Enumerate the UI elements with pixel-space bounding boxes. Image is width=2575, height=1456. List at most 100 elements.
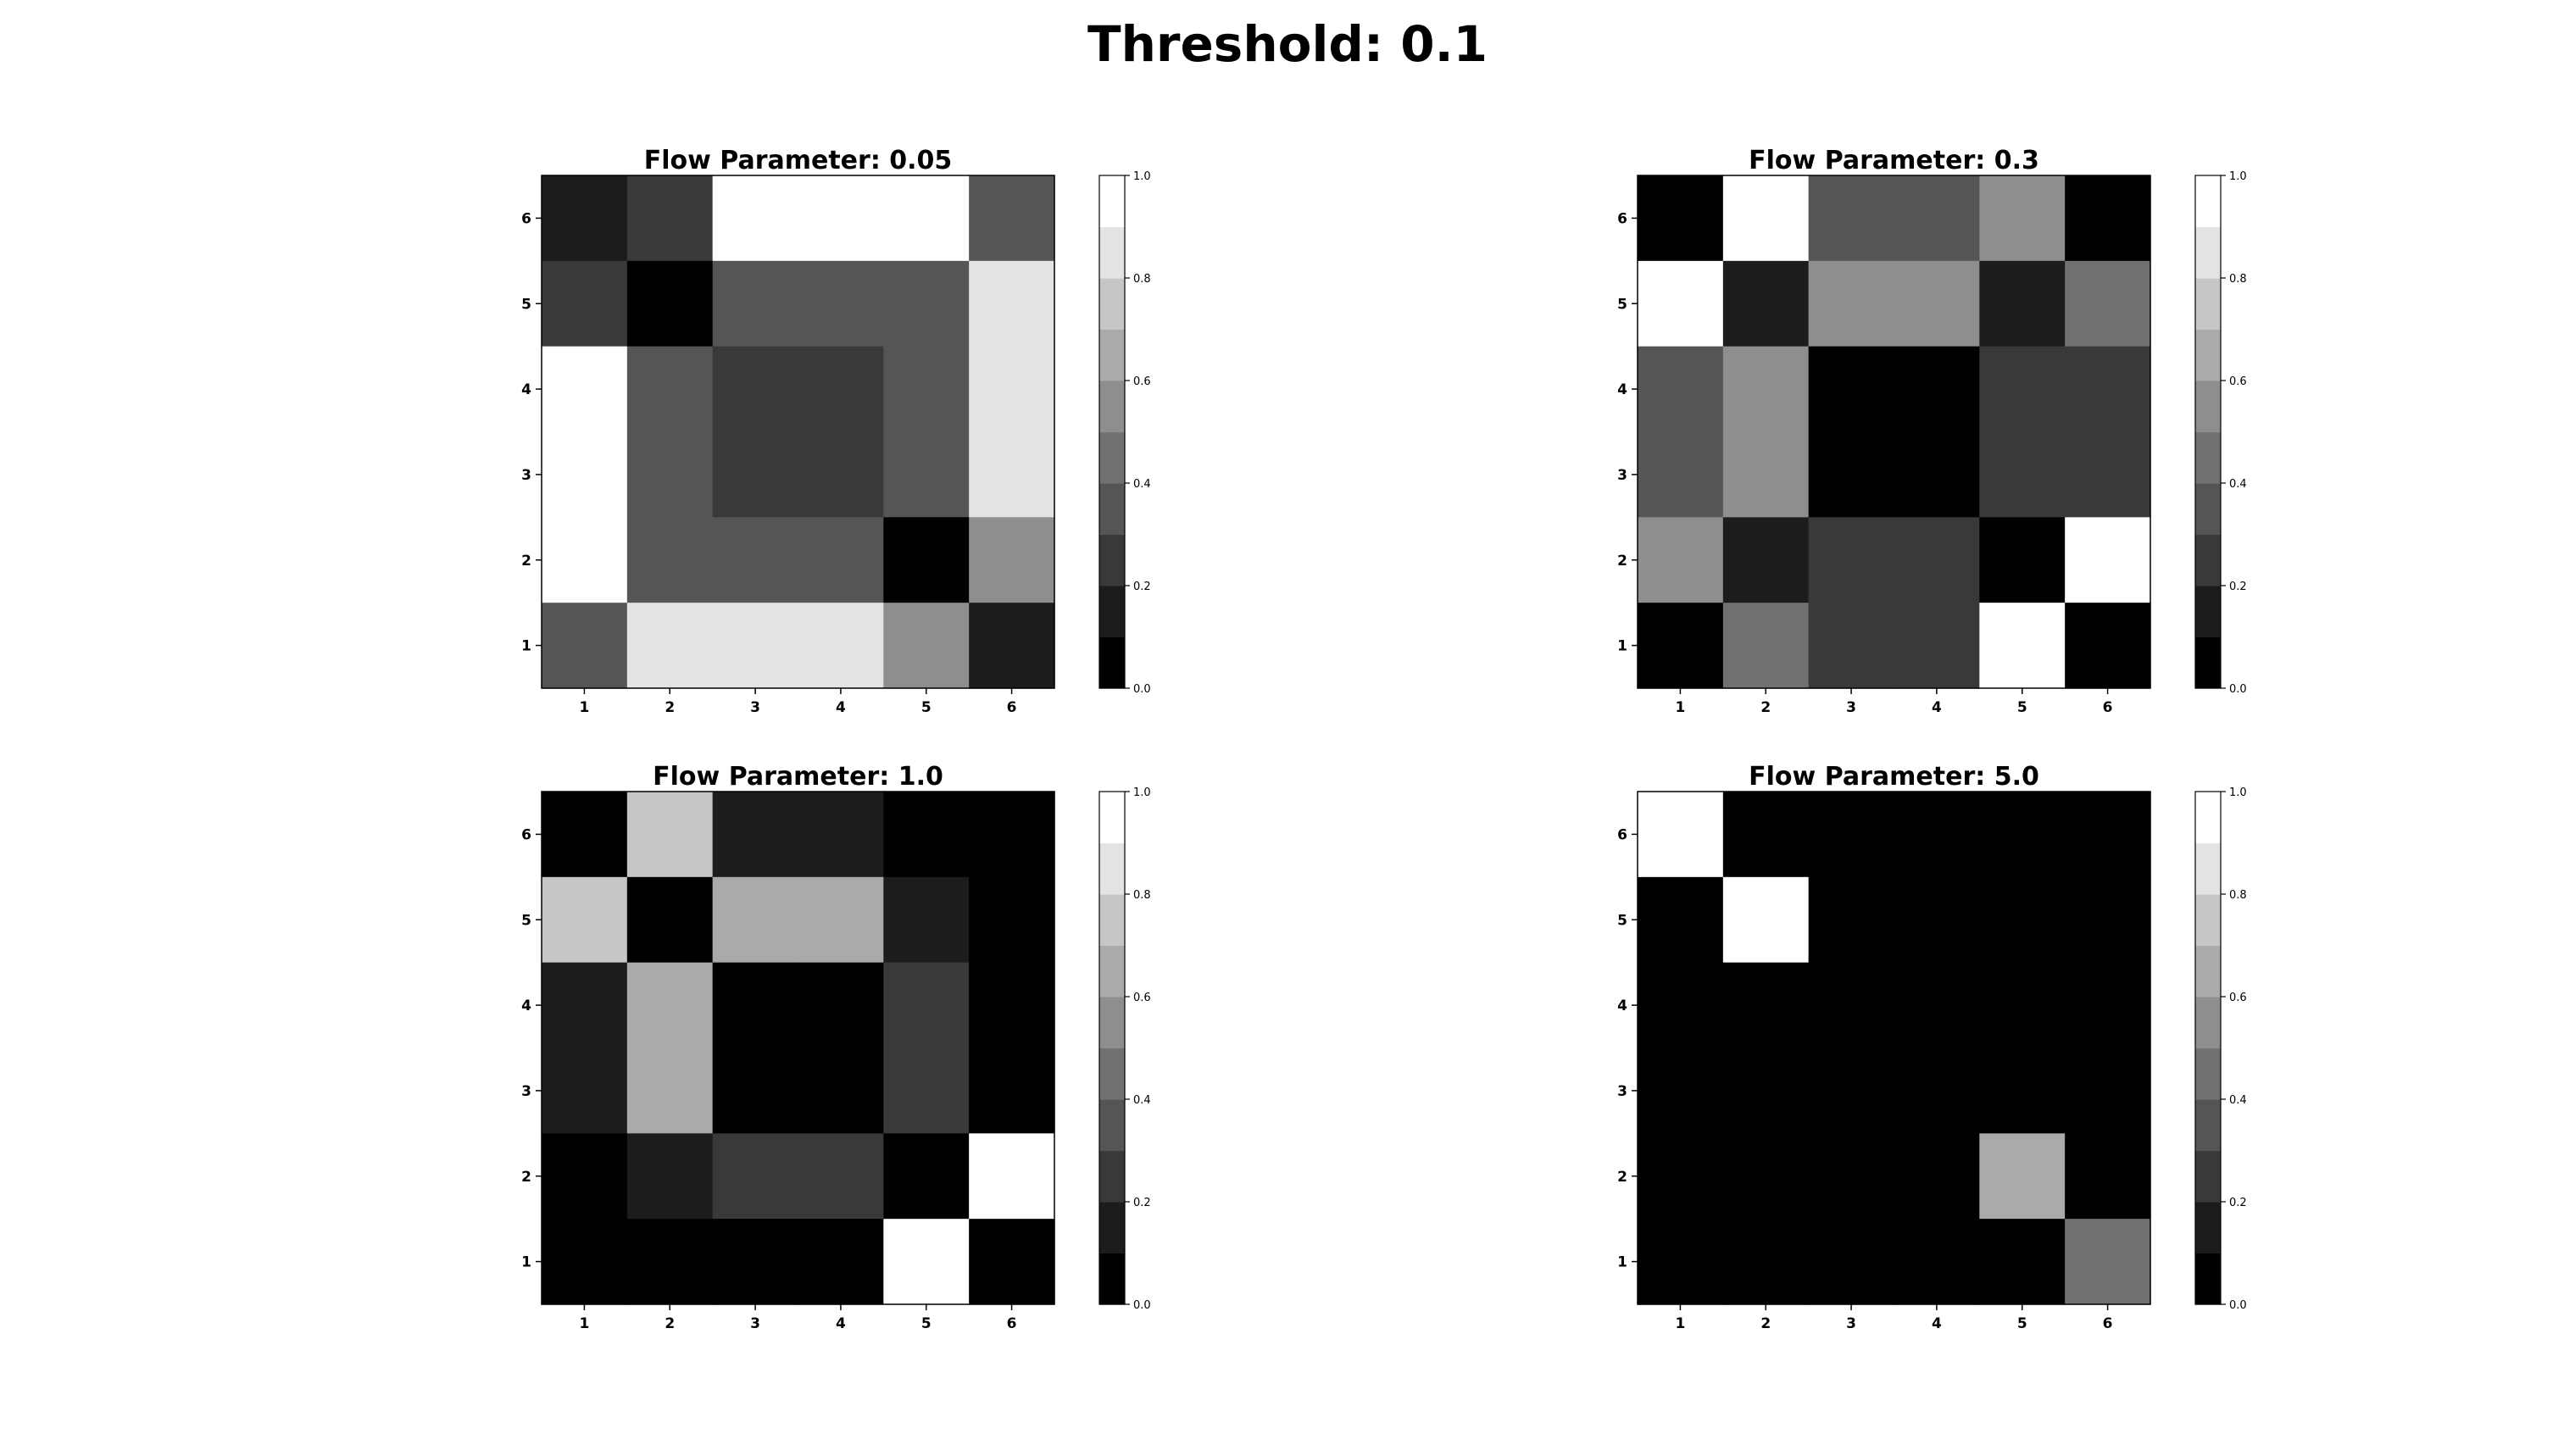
colorbar-tick-label: 0.0 xyxy=(1133,1299,1151,1312)
heatmap-cell-r3-c4 xyxy=(798,962,884,1049)
y-tick-label: 3 xyxy=(1617,1083,1627,1100)
heatmap-cell-r1-c3 xyxy=(1808,175,1895,262)
heatmap-cell-r1-c2 xyxy=(626,175,714,262)
heatmap-cell-r5-c2 xyxy=(1722,1133,1810,1220)
colorbar-frame xyxy=(1098,175,1126,689)
y-tick-label: 4 xyxy=(1617,998,1627,1014)
heatmap-cell-r4-c6 xyxy=(2065,1048,2151,1134)
colorbar-segment xyxy=(2195,636,2221,689)
heatmap-cell-r3-c3 xyxy=(712,962,799,1049)
heatmap-cell-r5-c6 xyxy=(2065,517,2151,603)
heatmap-cell-r5-c2 xyxy=(1722,517,1810,603)
heatmap-cell-r3-c3 xyxy=(712,346,799,433)
colorbar-segment xyxy=(1099,1150,1125,1203)
y-tick-label: 3 xyxy=(521,467,531,484)
colorbar-segment xyxy=(1099,226,1125,279)
heatmap-cell-r2-c5 xyxy=(883,876,970,964)
heatmap-cell-r1-c1 xyxy=(542,175,628,262)
colorbar-segment xyxy=(1099,792,1125,844)
colorbar-segment xyxy=(2195,431,2221,484)
heatmap-cell-r1-c2 xyxy=(1722,175,1810,262)
heatmap-cell-r2-c5 xyxy=(1979,260,2066,347)
heatmap-cell-r1-c5 xyxy=(883,175,970,262)
heatmap-cell-r1-c1 xyxy=(542,792,628,878)
colorbar-segment xyxy=(2195,792,2221,844)
heatmap-cell-r2-c1 xyxy=(1638,260,1724,347)
y-tick-label: 3 xyxy=(1617,467,1627,484)
heatmap-cell-r6-c5 xyxy=(1979,603,2066,689)
heatmap-cell-r4-c6 xyxy=(2065,431,2151,518)
heatmap-cell-r3-c6 xyxy=(2065,346,2151,433)
heatmap-cell-r4-c6 xyxy=(969,431,1055,518)
heatmap-cell-r4-c6 xyxy=(969,1048,1055,1134)
heatmap-cell-r4-c4 xyxy=(798,431,884,518)
colorbar-segment xyxy=(1099,1099,1125,1152)
y-tick-label: 2 xyxy=(521,553,531,570)
y-tick-label: 2 xyxy=(521,1169,531,1186)
heatmap-cell-r3-c6 xyxy=(2065,962,2151,1049)
heatmap-cell-r2-c5 xyxy=(883,260,970,347)
heatmap-cell-r5-c1 xyxy=(1638,517,1724,603)
colorbar-tick-label: 1.0 xyxy=(2229,170,2247,183)
colorbar-segment xyxy=(2195,586,2221,638)
colorbar-segment xyxy=(1099,636,1125,689)
heatmap-cell-r2-c3 xyxy=(712,876,799,964)
colorbar-tick-label: 1.0 xyxy=(2229,786,2247,799)
heatmap-cell-r1-c6 xyxy=(969,175,1055,262)
x-tick-label: 2 xyxy=(665,1315,675,1332)
colorbar-segment xyxy=(2195,1150,2221,1203)
x-tick-label: 4 xyxy=(1932,1315,1942,1332)
heatmap-cell-r6-c4 xyxy=(798,1219,884,1305)
heatmap-cell-r3-c3 xyxy=(1808,346,1895,433)
colorbar-tick-label: 0.8 xyxy=(1133,273,1151,286)
heatmap-cell-r2-c2 xyxy=(626,260,714,347)
heatmap-cell-r1-c4 xyxy=(1894,175,1980,262)
colorbar-tick-label: 0.2 xyxy=(2229,1197,2247,1209)
heatmap-cell-r5-c5 xyxy=(1979,1133,2066,1220)
heatmap-cell-r1-c5 xyxy=(1979,175,2066,262)
heatmap-cell-r5-c5 xyxy=(883,517,970,603)
x-tick-label: 2 xyxy=(1760,1315,1771,1332)
x-tick-label: 5 xyxy=(2017,699,2027,716)
colorbar-segment xyxy=(2195,894,2221,947)
heatmap-cell-r2-c1 xyxy=(542,260,628,347)
colorbar-segment xyxy=(2195,997,2221,1049)
heatmap-cell-r5-c3 xyxy=(712,1133,799,1220)
heatmap-cell-r4-c5 xyxy=(1979,431,2066,518)
colorbar-tick-label: 0.8 xyxy=(2229,273,2247,286)
heatmap-cell-r3-c2 xyxy=(1722,346,1810,433)
heatmap-cell-r1-c2 xyxy=(1722,792,1810,878)
heatmap-cell-r2-c3 xyxy=(1808,260,1895,347)
heatmap-cell-r2-c2 xyxy=(1722,876,1810,964)
colorbar-segment xyxy=(2195,175,2221,228)
heatmap-cell-r5-c4 xyxy=(1894,1133,1980,1220)
heatmap-cell-r5-c3 xyxy=(1808,517,1895,603)
colorbar: 0.0 0.2 0.4 0.6 0.8 1.0 xyxy=(1098,170,1151,696)
colorbar: 0.0 0.2 0.4 0.6 0.8 1.0 xyxy=(1098,786,1151,1312)
heatmap-cell-r6-c4 xyxy=(1894,1219,1980,1305)
heatmap-cell-r4-c1 xyxy=(1638,431,1724,518)
heatmap-cell-r2-c4 xyxy=(1894,260,1980,347)
heatmap-cell-r2-c1 xyxy=(542,876,628,964)
y-tick-label: 2 xyxy=(1617,1169,1627,1186)
colorbar-segment xyxy=(1099,329,1125,381)
x-tick-label: 5 xyxy=(921,699,932,716)
heatmap-cell-r1-c2 xyxy=(626,792,714,878)
x-tick-label: 3 xyxy=(750,1315,760,1332)
colorbar-tick-label: 0.4 xyxy=(1133,1094,1151,1107)
colorbar-segment xyxy=(1099,381,1125,433)
heatmap-cell-r3-c6 xyxy=(969,346,1055,433)
heatmap-cell-r3-c5 xyxy=(1979,962,2066,1049)
heatmap-cell-r3-c2 xyxy=(626,346,714,433)
x-tick-label: 1 xyxy=(579,1315,589,1332)
colorbar-tick-label: 0.6 xyxy=(2229,992,2247,1004)
x-tick-label: 1 xyxy=(579,699,589,716)
colorbar-tick-label: 0.6 xyxy=(2229,375,2247,388)
x-tick-label: 1 xyxy=(1675,1315,1685,1332)
heatmap-cell-r5-c5 xyxy=(1979,517,2066,603)
colorbar-segment xyxy=(2195,329,2221,381)
axes-frame xyxy=(541,175,1055,689)
axes-frame xyxy=(541,791,1055,1305)
colorbar-segment xyxy=(1099,1202,1125,1254)
heatmap-cell-r4-c4 xyxy=(798,1048,884,1134)
